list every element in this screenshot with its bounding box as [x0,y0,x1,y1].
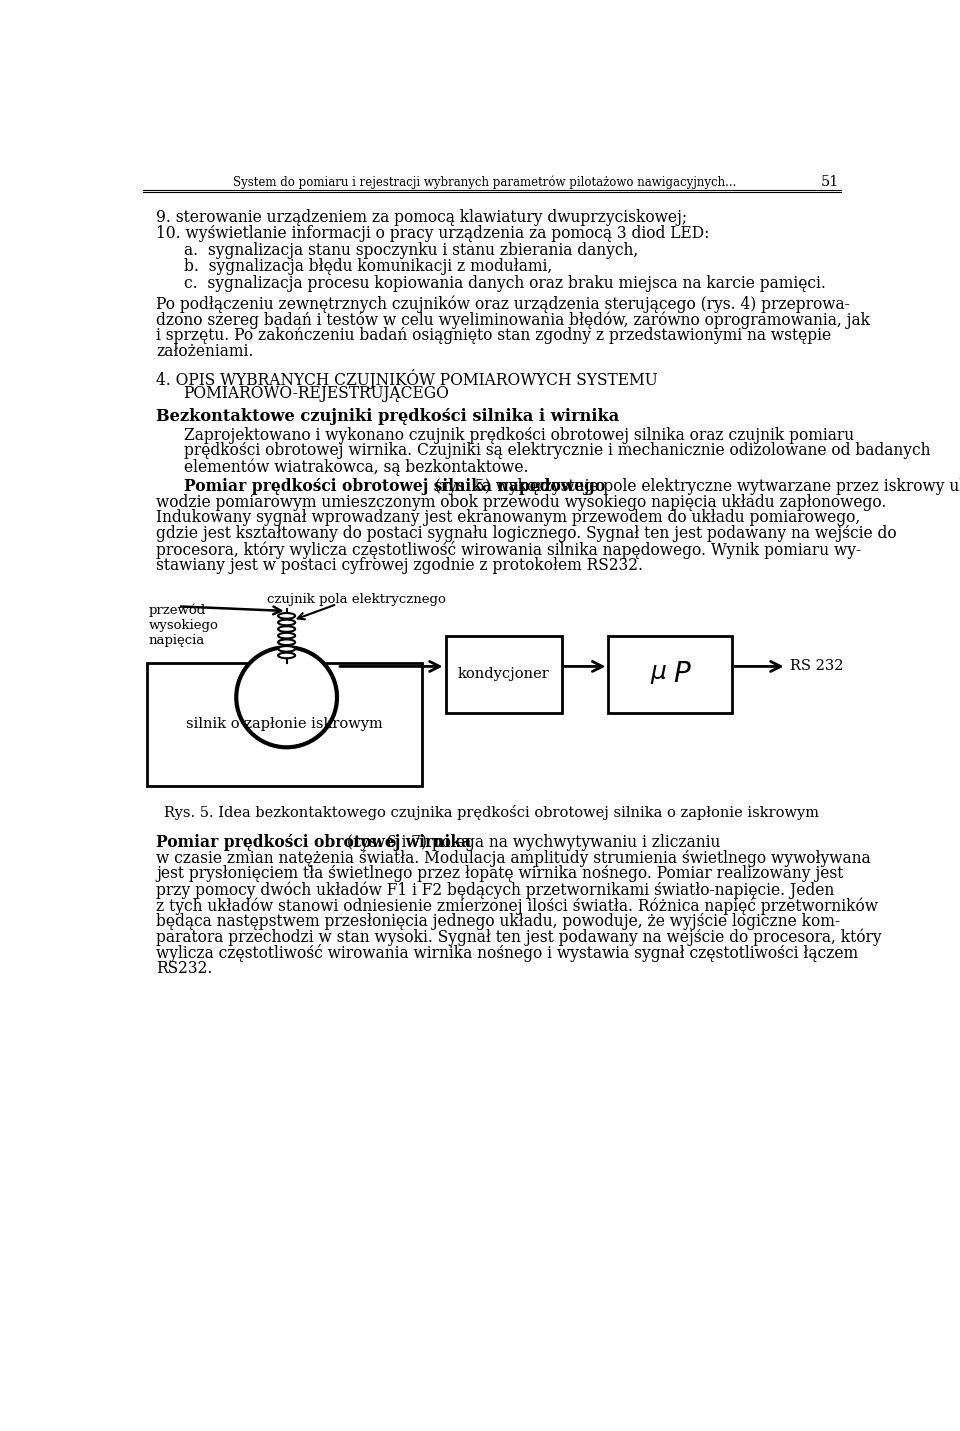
Text: prędkości obrotowej wirnika. Czujniki są elektrycznie i mechanicznie odizolowane: prędkości obrotowej wirnika. Czujniki są… [183,442,930,459]
Ellipse shape [278,612,295,618]
Text: $P$: $P$ [673,661,692,688]
Text: czujnik pola elektrycznego: czujnik pola elektrycznego [267,594,445,607]
Circle shape [236,647,337,747]
Text: 51: 51 [821,176,839,189]
Text: wodzie pomiarowym umieszczonym obok przewodu wysokiego napięcia układu zapłonowe: wodzie pomiarowym umieszczonym obok prze… [156,494,887,511]
Text: dzono szereg badań i testów w celu wyeliminowania błędów, zarówno oprogramowania: dzono szereg badań i testów w celu wyeli… [156,311,871,329]
Text: b.  sygnalizacja błędu komunikacji z modułami,: b. sygnalizacja błędu komunikacji z modu… [183,259,552,275]
Text: Po podłączeniu zewnętrznych czujników oraz urządzenia sterującego (rys. 4) przep: Po podłączeniu zewnętrznych czujników or… [156,295,851,313]
Text: c.  sygnalizacja procesu kopiowania danych oraz braku miejsca na karcie pamięci.: c. sygnalizacja procesu kopiowania danyc… [183,275,826,292]
Text: silnik o zapłonie iskrowym: silnik o zapłonie iskrowym [186,717,383,731]
Text: przy pomocy dwóch układów F1 i F2 będących przetwornikami światło-napięcie. Jede: przy pomocy dwóch układów F1 i F2 będący… [156,881,834,899]
Ellipse shape [278,645,295,651]
Text: jest prysłonięciem tła świetlnego przez łopatę wirnika nośnego. Pomiar realizowa: jest prysłonięciem tła świetlnego przez … [156,866,844,883]
Bar [609,635,732,713]
Text: RS 232: RS 232 [790,660,844,674]
Text: POMIAROWO-REJESTRUJĄCEGO: POMIAROWO-REJESTRUJĄCEGO [183,385,449,402]
Text: gdzie jest kształtowany do postaci sygnału logicznego. Sygnał ten jest podawany : gdzie jest kształtowany do postaci sygna… [156,525,897,542]
Text: przewód
wysokiego
napięcia: przewód wysokiego napięcia [149,604,219,647]
Text: kondycjoner: kondycjoner [458,667,549,681]
Text: procesora, który wylicza częstotliwość wirowania silnika napędowego. Wynik pomia: procesora, który wylicza częstotliwość w… [156,541,861,560]
Text: w czasie zmian natężenia światła. Modulacja amplitudy strumienia świetlnego wywo: w czasie zmian natężenia światła. Modula… [156,850,871,867]
Text: $\mu$: $\mu$ [650,663,667,685]
Text: z tych układów stanowi odniesienie zmierzonej ilości światła. Różnica napięć prz: z tych układów stanowi odniesienie zmier… [156,897,878,914]
Text: (rys. 5) wykorzystuje pole elektryczne wytwarzane przez iskrowy układ zapłonowy : (rys. 5) wykorzystuje pole elektryczne w… [430,478,960,495]
Text: paratora przechodzi w stan wysoki. Sygnał ten jest podawany na wejście do proces: paratora przechodzi w stan wysoki. Sygna… [156,929,882,946]
Text: (rys. 6 i 7) polega na wychwytywaniu i zliczaniu: (rys. 6 i 7) polega na wychwytywaniu i z… [343,834,721,851]
Text: Pomiar prędkości obrotowej wirnika: Pomiar prędkości obrotowej wirnika [156,834,471,851]
Ellipse shape [278,627,295,633]
Text: Bezkontaktowe czujniki prędkości silnika i wirnika: Bezkontaktowe czujniki prędkości silnika… [156,408,619,425]
Ellipse shape [278,620,295,625]
Text: stawiany jest w postaci cyfrowej zgodnie z protokołem RS232.: stawiany jest w postaci cyfrowej zgodnie… [156,557,643,574]
Text: 10. wyświetlanie informacji o pracy urządzenia za pomocą 3 diod LED:: 10. wyświetlanie informacji o pracy urzą… [156,225,709,242]
Text: Rys. 5. Idea bezkontaktowego czujnika prędkości obrotowej silnika o zapłonie isk: Rys. 5. Idea bezkontaktowego czujnika pr… [164,806,820,820]
Text: RS232.: RS232. [156,960,213,977]
Text: System do pomiaru i rejestracji wybranych parametrów pilotażowo nawigacyjnych...: System do pomiaru i rejestracji wybranyc… [232,176,736,189]
Bar [445,635,562,713]
Text: i sprzętu. Po zakończeniu badań osiągnięto stan zgodny z przedstawionymi na wstę: i sprzętu. Po zakończeniu badań osiągnię… [156,326,831,343]
Ellipse shape [278,633,295,638]
Text: Pomiar prędkości obrotowej silnika napędowego: Pomiar prędkości obrotowej silnika napęd… [183,478,605,495]
Ellipse shape [278,653,295,658]
Bar [147,663,422,786]
Text: 9. sterowanie urządzeniem za pomocą klawiatury dwuprzyciskowej;: 9. sterowanie urządzeniem za pomocą klaw… [156,209,687,226]
Text: będąca następstwem przesłonięcia jednego układu, powoduje, że wyjście logiczne k: będąca następstwem przesłonięcia jednego… [156,913,840,930]
Text: Indukowany sygnał wprowadzany jest ekranowanym przewodem do układu pomiarowego,: Indukowany sygnał wprowadzany jest ekran… [156,509,861,527]
Text: elementów wiatrakowca, są bezkontaktowe.: elementów wiatrakowca, są bezkontaktowe. [183,458,528,475]
Text: a.  sygnalizacja stanu spoczynku i stanu zbierania danych,: a. sygnalizacja stanu spoczynku i stanu … [183,242,637,259]
Ellipse shape [278,640,295,645]
Text: założeniami.: założeniami. [156,342,253,359]
Text: wylicza częstotliwość wirowania wirnika nośnego i wystawia sygnał częstotliwości: wylicza częstotliwość wirowania wirnika … [156,944,858,963]
Text: 4. OPIS WYBRANYCH CZUJNIKÓW POMIAROWYCH SYSTEMU: 4. OPIS WYBRANYCH CZUJNIKÓW POMIAROWYCH … [156,369,659,389]
Text: Zaprojektowano i wykonano czujnik prędkości obrotowej silnika oraz czujnik pomia: Zaprojektowano i wykonano czujnik prędko… [183,426,853,444]
